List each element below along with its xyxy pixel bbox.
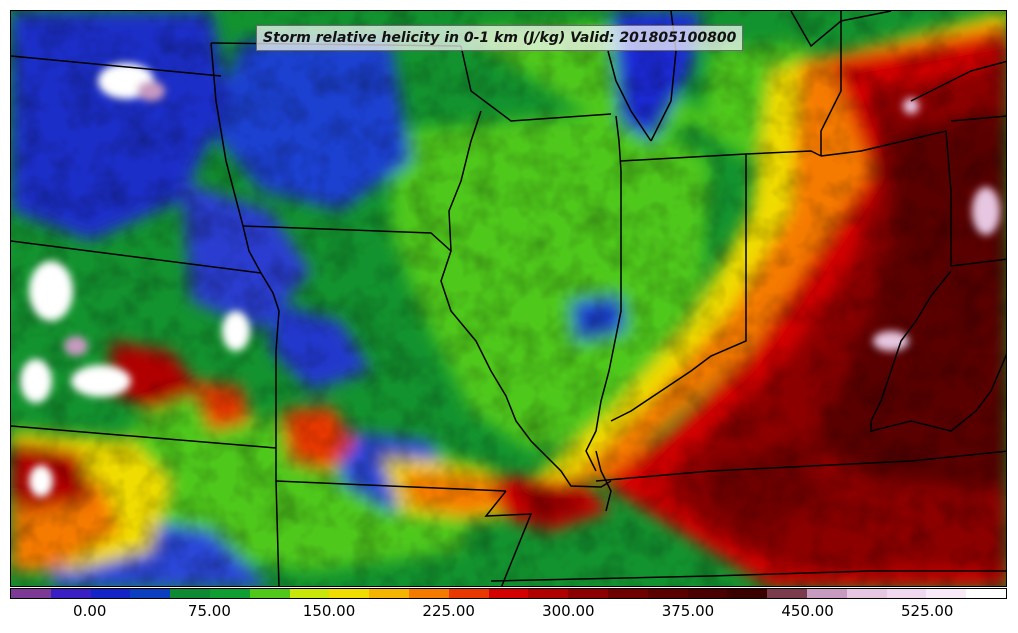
colorbar-tick-label: 0.00 [73,602,107,620]
color-legend-bar [10,588,1007,599]
colorbar-segment [966,589,1006,598]
colorbar-segment [249,589,290,598]
colorbar-segment [130,589,171,598]
colorbar-tick-label: 450.00 [781,602,834,620]
colorbar-segment [727,589,768,598]
colorbar-segment [448,589,489,598]
color-legend-labels: 0.00 75.00 150.00 225.00 300.00 375.00 450.00 5… [10,602,1007,626]
colorbar-segment [209,589,250,598]
colorbar-segment [50,589,91,598]
colorbar-segment [90,589,131,598]
colorbar-segment [926,589,967,598]
colorbar-tick-label: 150.00 [302,602,356,620]
map-canvas [11,11,1006,586]
colorbar-segment [568,589,608,598]
colorbar-segment [289,589,330,598]
field-texture [11,11,1006,586]
colorbar-segment [369,589,409,598]
colorbar-segment [11,589,51,598]
colorbar-tick-label: 375.00 [661,602,715,620]
colorbar-segment [488,589,529,598]
colorbar-segment [607,589,648,598]
colorbar-segment [170,589,210,598]
colorbar-segment [767,589,807,598]
colorbar-segment [806,589,847,598]
colorbar-segment [647,589,688,598]
colorbar-segment [846,589,887,598]
helicity-peaks [20,63,1000,497]
colorbar-segment [886,589,927,598]
helicity-map: Storm relative helicity in 0-1 km (J/kg)… [10,10,1007,587]
colorbar-tick-label: 300.00 [542,602,595,620]
colorbar-segment [687,589,728,598]
colorbar-tick-label: 225.00 [422,602,475,620]
colorbar-segment [329,589,370,598]
colorbar-segment [528,589,569,598]
colorbar-segment [408,589,449,598]
map-title: Storm relative helicity in 0-1 km (J/kg)… [256,25,744,51]
colorbar-tick-label: 75.00 [187,602,231,620]
state-boundaries [11,11,1006,586]
colorbar-tick-label: 525.00 [900,602,954,620]
